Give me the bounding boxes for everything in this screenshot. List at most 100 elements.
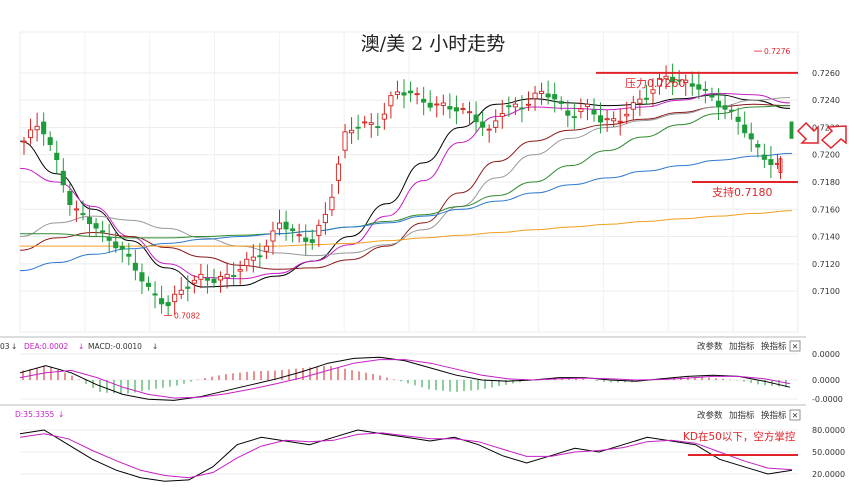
candle-body — [617, 120, 623, 123]
candle-body — [322, 213, 328, 224]
candle-body — [512, 103, 518, 108]
candle-body — [276, 222, 283, 230]
high-label: 0.7276 — [764, 47, 790, 56]
price-tick-label: 0.7100 — [812, 287, 840, 296]
candle-body — [663, 75, 669, 80]
candle-body — [670, 76, 676, 83]
candle-body — [486, 128, 492, 131]
candle-body — [768, 159, 774, 166]
switch-indicator-button[interactable]: 换指标 — [761, 341, 787, 352]
candle-body — [218, 276, 224, 281]
candle-body — [185, 286, 191, 289]
candle-body — [47, 137, 53, 146]
candle-body — [80, 213, 86, 216]
candle-body — [290, 228, 296, 232]
candle-body — [584, 103, 590, 108]
moving-average-line — [20, 97, 791, 257]
candle-body — [742, 124, 748, 134]
candle-body — [362, 121, 368, 124]
candle-body — [466, 111, 473, 114]
candle-body — [257, 255, 263, 258]
candle-body — [689, 83, 695, 87]
candle-body — [28, 129, 34, 139]
candle-body — [152, 293, 158, 296]
candle-body — [178, 289, 184, 295]
candle-body — [54, 152, 60, 161]
candle-body — [316, 224, 322, 236]
candle-body — [676, 79, 682, 82]
candle-body — [159, 298, 165, 305]
candle-body — [296, 234, 302, 237]
chart-title: 澳/美 2 小时走势 — [361, 33, 506, 55]
price-axis: 0.7260 0.7240 0.7220 0.7200 0.7180 0.7160 0.71… — [812, 69, 840, 296]
candle-body — [355, 126, 361, 129]
candle-body — [401, 92, 407, 96]
candle-body — [722, 105, 728, 110]
candle-body — [519, 107, 525, 110]
candle-body — [283, 221, 289, 230]
candle-body — [211, 278, 217, 284]
candle-body — [427, 102, 433, 108]
candle-body — [329, 196, 335, 211]
candle-body — [434, 103, 440, 106]
candle-body — [198, 273, 204, 280]
arrow-down-right-icon — [796, 121, 819, 144]
kdj-d-label: D:35.3355 — [15, 410, 55, 419]
candle-body — [41, 121, 47, 135]
candle-body — [729, 109, 735, 112]
candle-body — [637, 98, 643, 104]
candle-body — [761, 154, 767, 160]
candle-body — [545, 93, 551, 98]
close-button[interactable] — [789, 340, 801, 352]
price-tick-label: 0.7260 — [812, 69, 840, 78]
close-button-2[interactable] — [789, 409, 801, 421]
kdj-tick-label: 50.0000 — [812, 448, 845, 457]
arrow-up-right-icon — [820, 125, 847, 150]
candle-body — [643, 97, 649, 100]
candle-body — [139, 272, 145, 282]
candle-body — [119, 245, 125, 250]
price-tick-label: 0.7240 — [812, 96, 840, 105]
candle-body — [506, 105, 512, 108]
arrow-down-icon: ↓ — [152, 342, 158, 351]
candle-body — [598, 115, 604, 123]
kdj-tick-label: 20.0000 — [812, 470, 845, 479]
candle-body — [342, 131, 348, 151]
add-indicator-button[interactable]: 加指标 — [729, 341, 755, 352]
moving-average-lines — [20, 92, 793, 288]
kd-annotation: KD在50以下，空方掌控 — [683, 430, 796, 443]
candle-body — [715, 100, 722, 108]
switch-indicator-button-2[interactable]: 换指标 — [761, 410, 787, 421]
macd-histogram — [22, 365, 787, 395]
candle-body — [440, 102, 446, 106]
candle-body — [375, 126, 381, 129]
add-indicator-button-2[interactable]: 加指标 — [729, 410, 755, 421]
candle-body — [250, 256, 256, 261]
candle-body — [735, 116, 741, 122]
candle-body — [748, 133, 754, 140]
candle-body — [453, 107, 459, 112]
candle-body — [73, 208, 79, 211]
change-params-button-2[interactable]: 改参数 — [697, 410, 723, 421]
candle-body — [624, 113, 630, 117]
candle-body — [263, 245, 269, 252]
candle-body — [499, 113, 505, 117]
candle-body — [67, 190, 73, 205]
change-params-button[interactable]: 改参数 — [697, 341, 723, 352]
candle-body — [696, 84, 702, 90]
candle-body — [86, 217, 93, 225]
candle-body — [126, 253, 132, 257]
candle-body — [539, 90, 545, 94]
candle-body — [650, 89, 656, 94]
candle-body — [755, 143, 761, 148]
candle-body — [145, 282, 152, 287]
candlesticks — [21, 63, 794, 316]
macd-dif-line — [19, 356, 791, 401]
candle-body — [204, 277, 210, 281]
arrow-down-icon: ↓ — [11, 342, 17, 351]
moving-average-line — [20, 94, 791, 288]
annotations: 压力0.7260 支持0.7180 0.7276 0.7082 — [164, 47, 798, 321]
candle-body — [270, 230, 276, 242]
kdj-tick-label: 80.0000 — [812, 426, 845, 435]
price-panel: 0.7260 0.7240 0.7220 0.7200 0.7180 0.7160 0.71… — [19, 31, 840, 333]
